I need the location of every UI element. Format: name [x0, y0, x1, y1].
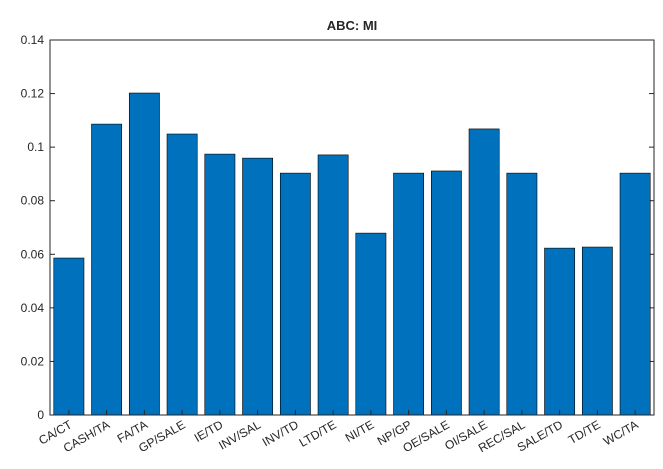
bar: [317, 154, 349, 416]
y-tick-label: 0.12: [21, 87, 45, 101]
bar: [242, 157, 274, 416]
bar: [393, 172, 425, 416]
y-tick-label: 0: [37, 408, 44, 422]
bar: [53, 257, 85, 416]
bar: [279, 172, 311, 416]
bar: [468, 128, 500, 416]
bar: [544, 247, 576, 416]
bar: [581, 246, 613, 416]
bar: [506, 172, 538, 416]
bar: [128, 92, 160, 416]
y-tick-label: 0.14: [21, 33, 45, 47]
bar: [619, 172, 651, 416]
y-tick-label: 0.02: [21, 354, 45, 368]
bar: [166, 133, 198, 416]
bar: [430, 170, 462, 416]
y-tick-label: 0.08: [21, 194, 45, 208]
y-tick-label: 0.06: [21, 247, 45, 261]
bar: [204, 153, 236, 416]
bar: [355, 232, 387, 416]
y-tick-label: 0.1: [27, 140, 44, 154]
chart-title: ABC: MI: [327, 18, 378, 33]
axes-box: [49, 39, 655, 416]
bar: [91, 123, 123, 416]
y-tick-label: 0.04: [21, 301, 45, 315]
